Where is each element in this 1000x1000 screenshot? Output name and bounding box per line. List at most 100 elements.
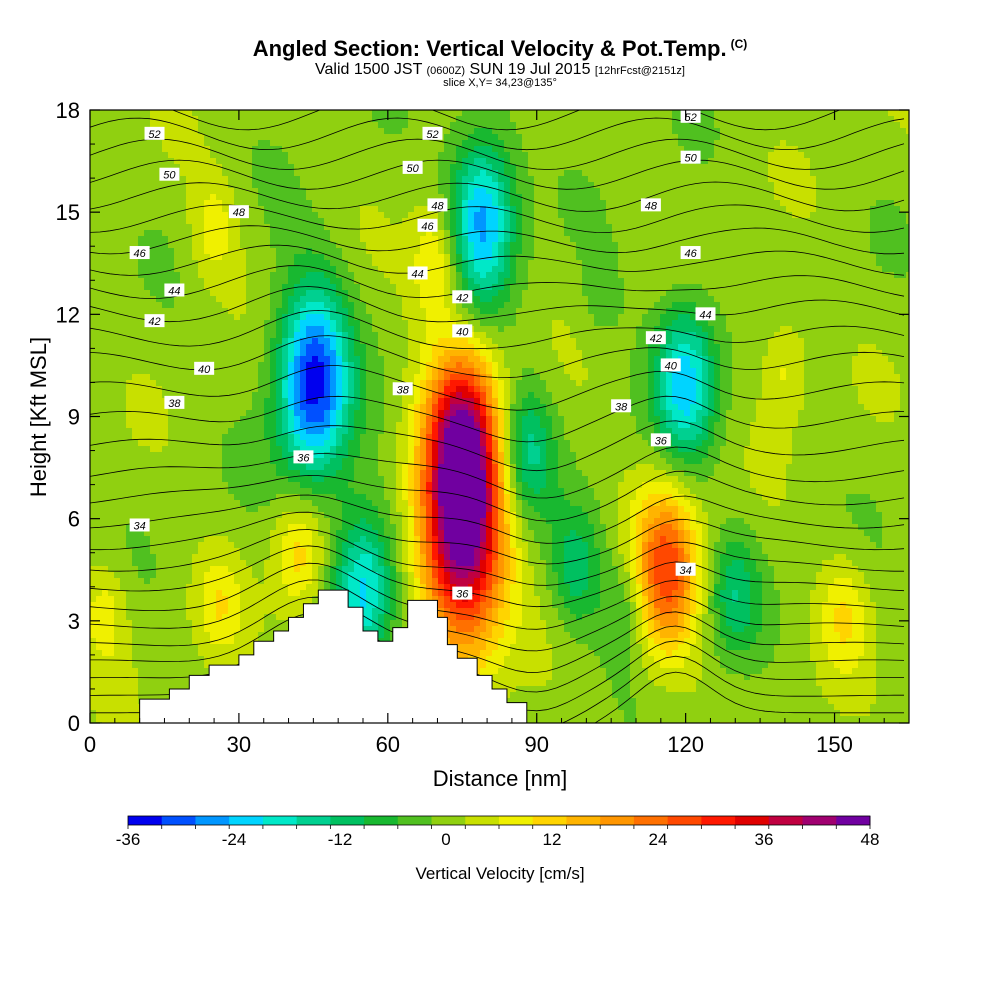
velocity-cell — [504, 296, 511, 303]
velocity-cell — [372, 314, 379, 321]
velocity-cell — [198, 260, 205, 267]
velocity-cell — [432, 170, 439, 177]
velocity-cell — [318, 206, 325, 213]
velocity-cell — [858, 224, 865, 231]
velocity-cell — [486, 176, 493, 183]
velocity-cell — [624, 260, 631, 267]
velocity-cell — [888, 224, 895, 231]
velocity-cell — [834, 200, 841, 207]
velocity-cell — [774, 200, 781, 207]
velocity-cell — [840, 302, 847, 309]
velocity-cell — [786, 170, 793, 177]
velocity-cell — [270, 326, 277, 333]
velocity-cell — [252, 116, 259, 123]
velocity-cell — [192, 140, 199, 147]
velocity-cell — [756, 146, 763, 153]
velocity-cell — [636, 236, 643, 243]
velocity-cell — [492, 266, 499, 273]
velocity-cell — [744, 266, 751, 273]
velocity-cell — [834, 176, 841, 183]
velocity-cell — [216, 152, 223, 159]
velocity-cell — [708, 254, 715, 261]
velocity-cell — [402, 230, 409, 237]
velocity-cell — [858, 248, 865, 255]
velocity-cell — [294, 242, 301, 249]
velocity-cell — [390, 218, 397, 225]
velocity-cell — [174, 254, 181, 261]
velocity-cell — [354, 248, 361, 255]
velocity-cell — [528, 170, 535, 177]
velocity-cell — [438, 140, 445, 147]
velocity-cell — [726, 242, 733, 249]
velocity-cell — [510, 266, 517, 273]
velocity-cell — [666, 188, 673, 195]
velocity-cell — [270, 284, 277, 291]
velocity-cell — [324, 140, 331, 147]
velocity-cell — [240, 182, 247, 189]
velocity-cell — [318, 140, 325, 147]
velocity-cell — [582, 170, 589, 177]
velocity-cell — [666, 236, 673, 243]
velocity-cell — [324, 266, 331, 273]
velocity-cell — [792, 302, 799, 309]
velocity-cell — [612, 230, 619, 237]
velocity-cell — [414, 320, 421, 327]
velocity-cell — [456, 218, 463, 225]
velocity-cell — [534, 302, 541, 309]
velocity-cell — [474, 320, 481, 327]
velocity-cell — [762, 266, 769, 273]
velocity-cell — [726, 218, 733, 225]
velocity-cell — [366, 314, 373, 321]
velocity-cell — [582, 128, 589, 135]
velocity-cell — [876, 206, 883, 213]
velocity-cell — [702, 206, 709, 213]
velocity-cell — [534, 170, 541, 177]
velocity-cell — [876, 122, 883, 129]
velocity-cell — [390, 194, 397, 201]
velocity-cell — [126, 254, 133, 261]
velocity-cell — [342, 176, 349, 183]
velocity-cell — [690, 146, 697, 153]
velocity-cell — [846, 278, 853, 285]
velocity-cell — [792, 242, 799, 249]
velocity-cell — [636, 158, 643, 165]
velocity-cell — [468, 200, 475, 207]
velocity-cell — [336, 218, 343, 225]
velocity-cell — [852, 194, 859, 201]
velocity-cell — [648, 158, 655, 165]
velocity-cell — [180, 260, 187, 267]
velocity-cell — [810, 242, 817, 249]
velocity-cell — [444, 308, 451, 315]
velocity-cell — [480, 164, 487, 171]
velocity-cell — [756, 272, 763, 279]
velocity-cell — [264, 296, 271, 303]
velocity-cell — [600, 158, 607, 165]
velocity-cell — [516, 236, 523, 243]
velocity-cell — [192, 122, 199, 129]
velocity-cell — [906, 158, 909, 165]
velocity-cell — [444, 266, 451, 273]
velocity-cell — [432, 164, 439, 171]
velocity-cell — [462, 146, 469, 153]
velocity-cell — [204, 242, 211, 249]
velocity-cell — [306, 128, 313, 135]
velocity-cell — [450, 170, 457, 177]
velocity-cell — [240, 284, 247, 291]
velocity-cell — [678, 314, 685, 321]
velocity-cell — [654, 188, 661, 195]
velocity-cell — [600, 212, 607, 219]
velocity-cell — [804, 128, 811, 135]
velocity-cell — [276, 236, 283, 243]
velocity-cell — [396, 296, 403, 303]
velocity-cell — [492, 242, 499, 249]
velocity-cell — [174, 278, 181, 285]
velocity-cell — [126, 164, 133, 171]
velocity-cell — [618, 230, 625, 237]
velocity-cell — [714, 146, 721, 153]
velocity-cell — [426, 296, 433, 303]
velocity-cell — [96, 242, 103, 249]
velocity-cell — [618, 308, 625, 315]
velocity-cell — [456, 182, 463, 189]
velocity-cell — [204, 248, 211, 255]
velocity-cell — [486, 152, 493, 159]
